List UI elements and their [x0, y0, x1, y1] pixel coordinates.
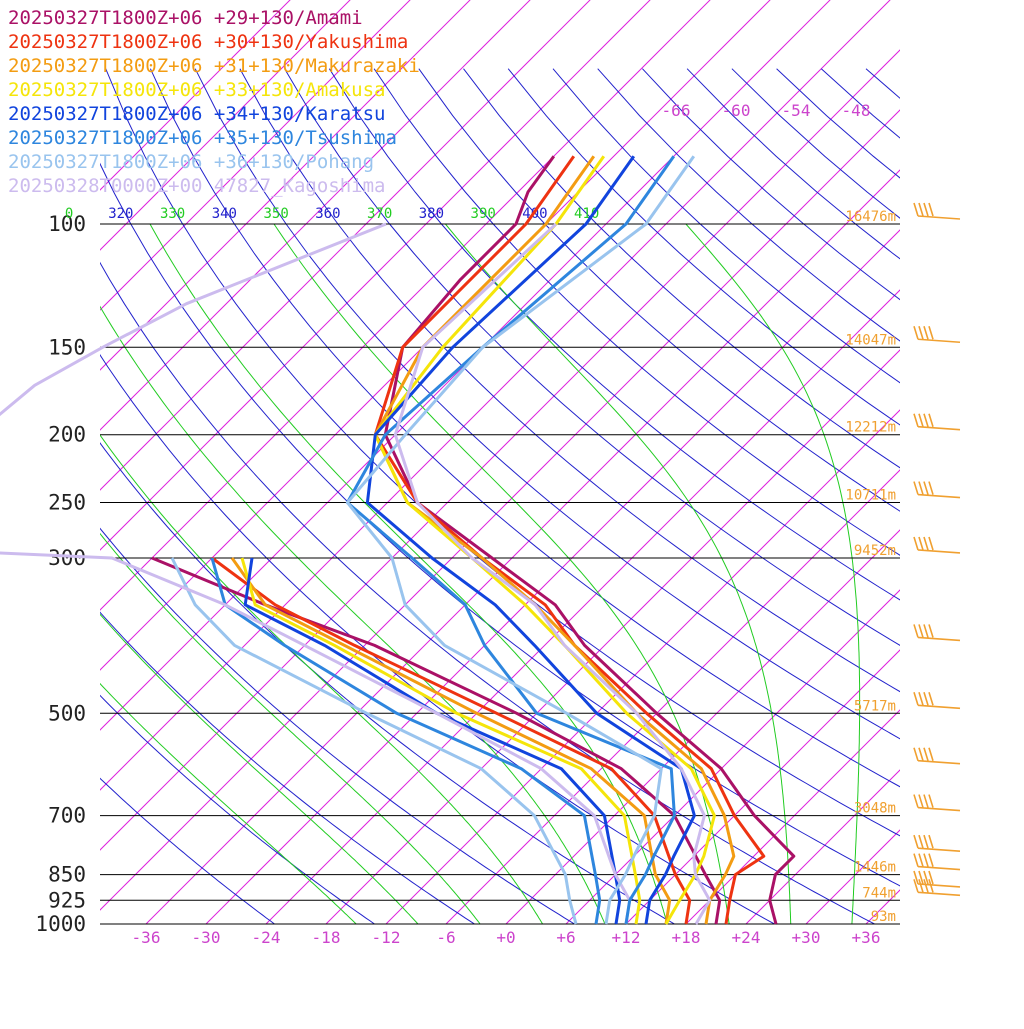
theta-label: 400 [522, 206, 547, 222]
wind-barb [914, 203, 960, 219]
height-label: 1446m [854, 860, 896, 876]
axis-labels: 1001502002503005007008509251000-36-30-24… [35, 101, 880, 947]
height-label: 5717m [854, 698, 896, 714]
pressure-tick-label: 250 [48, 491, 86, 515]
theta-label: 350 [263, 206, 288, 222]
moist-adiabat-line [0, 224, 431, 939]
pressure-tick-label: 700 [48, 804, 86, 828]
sounding-series [0, 156, 794, 924]
upper-isotherm-label: -60 [722, 101, 751, 120]
theta-label: 340 [212, 206, 237, 222]
upper-isotherm-label: -66 [662, 101, 691, 120]
dry-adiabat-line [0, 69, 599, 939]
height-label: 12212m [845, 420, 896, 436]
isotherm-line [326, 0, 1024, 924]
temperature-tick-label: -12 [372, 928, 401, 947]
legend: 20250327T1800Z+06 +29+130/Amami20250327T… [8, 7, 420, 197]
temperature-tick-label: +12 [612, 928, 641, 947]
height-label: 10711m [845, 488, 896, 504]
wind-barb [914, 482, 960, 498]
isotherm-line [866, 0, 1024, 924]
temperature-tick-label: -30 [192, 928, 221, 947]
legend-entry: 20250327T1800Z+06 +36+130/Pohang [8, 151, 374, 173]
legend-entry: 20250328T0000Z+00 47827_Kagoshima [8, 175, 386, 197]
theta-label: 0 [65, 206, 73, 222]
height-label: 14047m [845, 332, 896, 348]
height-label: 9452m [854, 543, 896, 559]
theta-label: 360 [315, 206, 340, 222]
isotherm-line [446, 0, 1024, 924]
dry-adiabat-line [464, 69, 1024, 939]
pressure-tick-label: 500 [48, 701, 86, 725]
temperature-tick-label: +18 [672, 928, 701, 947]
pressure-tick-label: 150 [48, 335, 86, 359]
temperature-tick-label: +36 [852, 928, 881, 947]
dry-adiabat-line [240, 69, 1024, 939]
temperature-line [347, 156, 693, 924]
moist-adiabat-line [150, 224, 671, 939]
upper-isotherm-label: -48 [842, 101, 871, 120]
theta-label: 330 [160, 206, 185, 222]
temperature-tick-label: -6 [436, 928, 455, 947]
wind-barb [914, 624, 960, 640]
wind-barbs [914, 203, 960, 895]
wind-barb [914, 795, 960, 811]
legend-entry: 20250327T1800Z+06 +30+130/Yakushima [8, 31, 408, 53]
theta-label: 390 [471, 206, 496, 222]
temperature-tick-label: +24 [732, 928, 761, 947]
height-label: 744m [862, 885, 896, 901]
temperature-tick-label: +30 [792, 928, 821, 947]
temperature-tick-label: -24 [252, 928, 281, 947]
legend-entry: 20250327T1800Z+06 +33+130/Amakusa [8, 79, 386, 101]
wind-barb [914, 748, 960, 764]
moist-adiabat-line [0, 224, 371, 939]
legend-entry: 20250327T1800Z+06 +35+130/Tsushima [8, 127, 397, 149]
dry-adiabat-line [16, 69, 903, 939]
wind-barb [914, 835, 960, 851]
wind-barb [914, 854, 960, 870]
pressure-tick-label: 1000 [35, 912, 86, 936]
legend-entry: 20250327T1800Z+06 +34+130/Karatsu [8, 103, 386, 125]
pressure-tick-label: 850 [48, 863, 86, 887]
temperature-tick-label: +6 [556, 928, 575, 947]
temperature-tick-label: +0 [496, 928, 515, 947]
wind-barb [914, 537, 960, 553]
legend-entry: 20250327T1800Z+06 +29+130/Amami [8, 7, 363, 29]
isotherm-line [806, 0, 1024, 924]
height-label: 93m [871, 909, 896, 925]
upper-isotherm-label: -54 [782, 101, 811, 120]
temperature-tick-label: -36 [132, 928, 161, 947]
temperature-line [367, 156, 694, 924]
theta-label: 380 [419, 206, 444, 222]
wind-barb [914, 326, 960, 342]
wind-barb [914, 879, 960, 895]
theta-label: 320 [108, 206, 133, 222]
dry-adiabat-line [777, 69, 1024, 939]
temperature-tick-label: -18 [312, 928, 341, 947]
temperature-line [375, 156, 714, 924]
wind-barb [914, 692, 960, 708]
height-label: 16476m [845, 209, 896, 225]
theta-label: 370 [367, 206, 392, 222]
isotherm-line [686, 0, 1024, 924]
pressure-tick-label: 925 [48, 888, 86, 912]
wind-barb [914, 414, 960, 430]
height-label: 3048m [854, 801, 896, 817]
temperature-line [395, 224, 709, 924]
pressure-tick-label: 200 [48, 423, 86, 447]
legend-entry: 20250327T1800Z+06 +31+130/Makurazaki [8, 55, 420, 77]
